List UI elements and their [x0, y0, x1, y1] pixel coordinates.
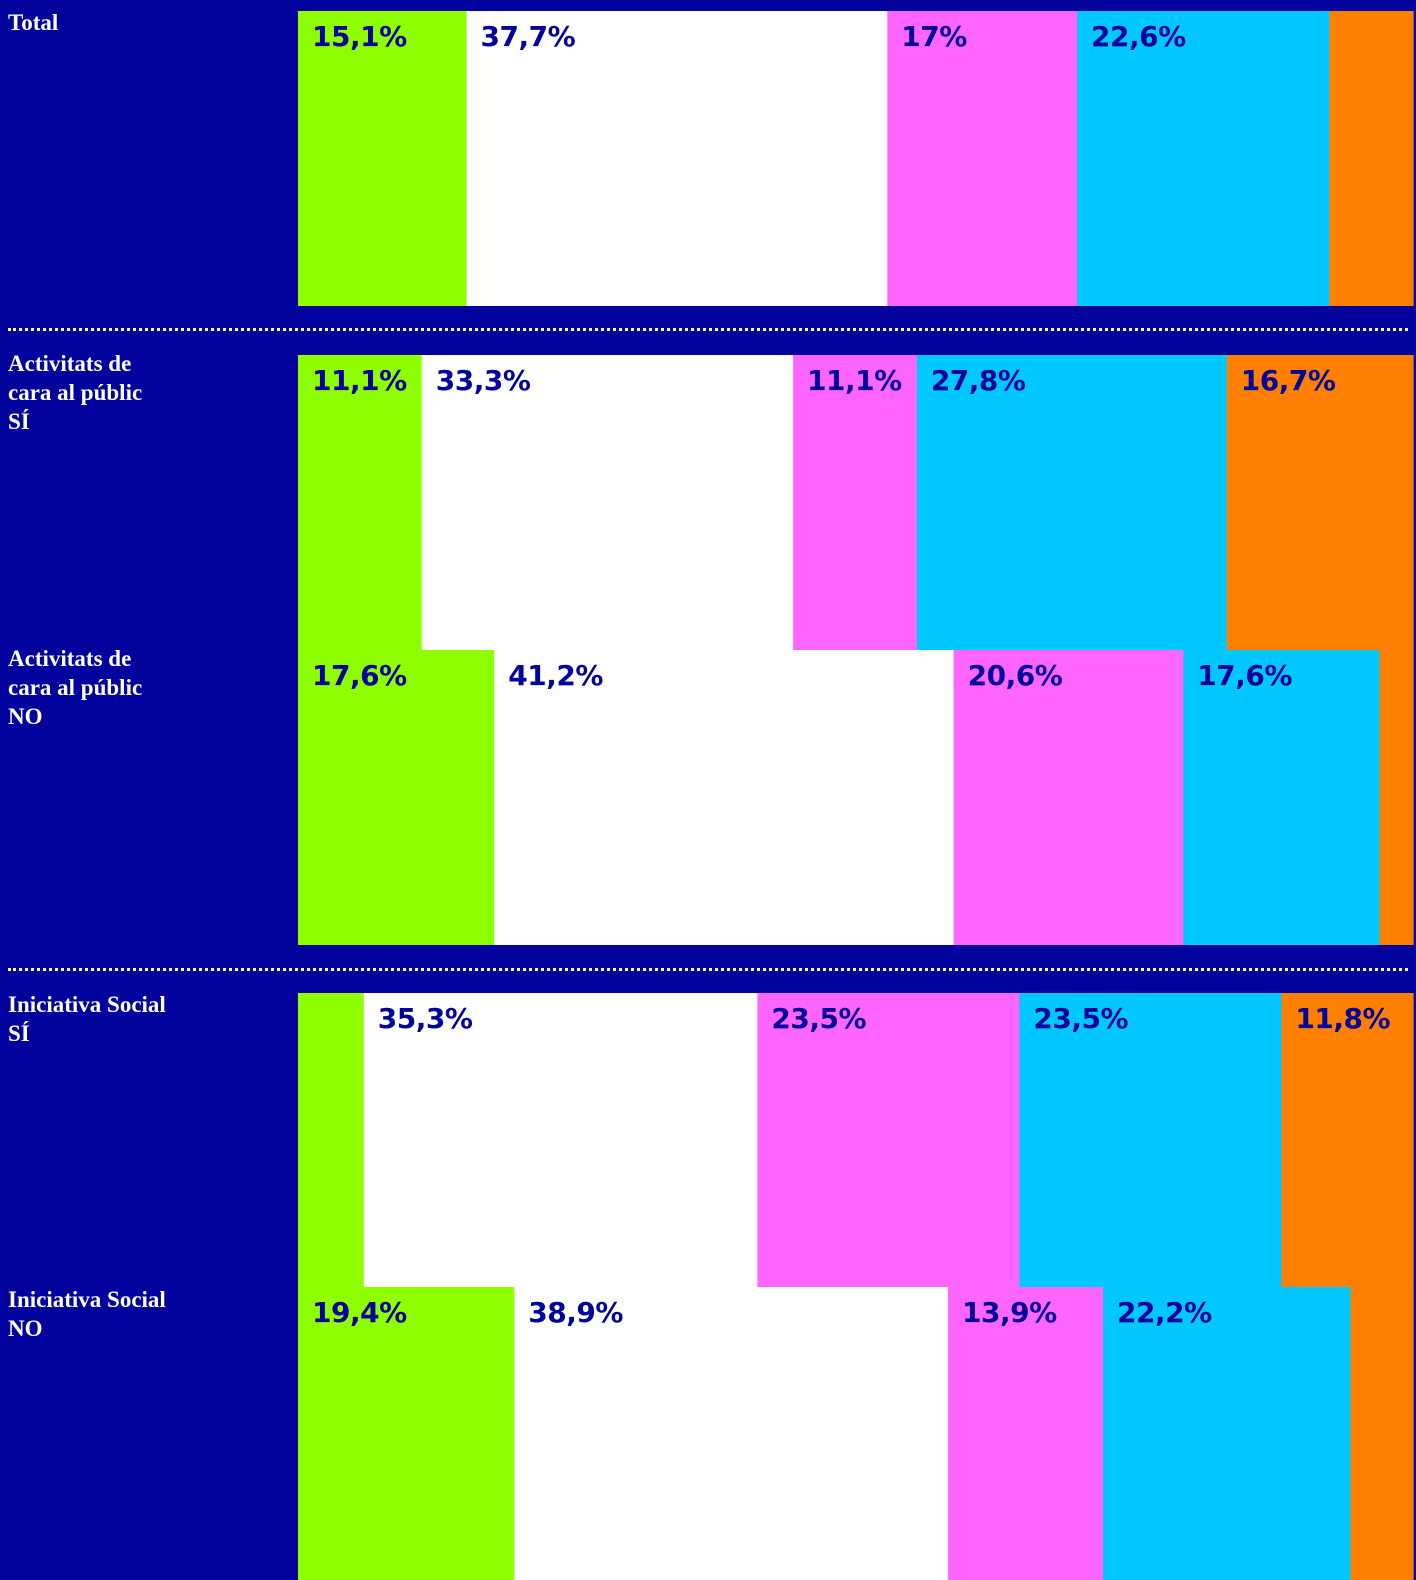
bar-segment: [1183, 650, 1381, 945]
bar-segment: [466, 11, 888, 306]
bar-segment: [494, 650, 955, 945]
data-label: 37,7%: [481, 20, 576, 53]
data-label: 41,2%: [508, 659, 603, 692]
bar-segment: [1019, 993, 1283, 1288]
group-divider: [8, 328, 1408, 331]
data-label: 19,4%: [312, 1296, 407, 1329]
bar-segment: [363, 993, 758, 1288]
data-label: 15,1%: [312, 20, 407, 53]
data-label: 11,1%: [312, 364, 407, 397]
data-label: 16,7%: [1241, 364, 1336, 397]
bar-segment: [514, 1287, 949, 1580]
group-divider: [8, 968, 1408, 971]
bar-segment: [1379, 650, 1414, 945]
data-label: 35,3%: [378, 1002, 473, 1035]
data-label: 23,5%: [771, 1002, 866, 1035]
bar-segment: [916, 355, 1228, 650]
bar-segment: [298, 355, 423, 650]
row-label: Activitats de cara al públic NO: [8, 646, 143, 729]
data-label: 33,3%: [436, 364, 531, 397]
data-label: 38,9%: [528, 1296, 623, 1329]
bar-segment: [948, 1287, 1104, 1580]
bar-segment: [757, 993, 1021, 1288]
bar-segment: [1281, 993, 1414, 1288]
bar-segment: [1103, 1287, 1352, 1580]
bar-segment: [421, 355, 794, 650]
data-label: 17%: [901, 20, 967, 53]
data-label: 22,2%: [1117, 1296, 1212, 1329]
bar-segment: [1329, 11, 1414, 306]
data-label: 20,6%: [968, 659, 1063, 692]
bar-segment: [1350, 1287, 1414, 1580]
data-label: 23,5%: [1033, 1002, 1128, 1035]
bar-segment: [1226, 355, 1414, 650]
data-label: 17,6%: [1197, 659, 1292, 692]
bar-segment: [298, 1287, 515, 1580]
data-label: 13,9%: [962, 1296, 1057, 1329]
row-label: Iniciativa Social NO: [8, 1287, 166, 1341]
data-label: 22,6%: [1091, 20, 1186, 53]
bar-segment: [298, 11, 468, 306]
data-label: 27,8%: [931, 364, 1026, 397]
data-label: 11,8%: [1295, 1002, 1390, 1035]
bar-segment: [793, 355, 918, 650]
bar-segment: [1077, 11, 1330, 306]
bar-segment: [887, 11, 1078, 306]
row-label: Total: [8, 10, 59, 35]
data-label: 17,6%: [312, 659, 407, 692]
row-label: Iniciativa Social SÍ: [8, 992, 166, 1046]
bar-segment: [298, 650, 495, 945]
bar-segment: [953, 650, 1184, 945]
row-label: Activitats de cara al públic SÍ: [8, 351, 143, 434]
bar-segment: [298, 993, 365, 1288]
data-label: 11,1%: [807, 364, 902, 397]
